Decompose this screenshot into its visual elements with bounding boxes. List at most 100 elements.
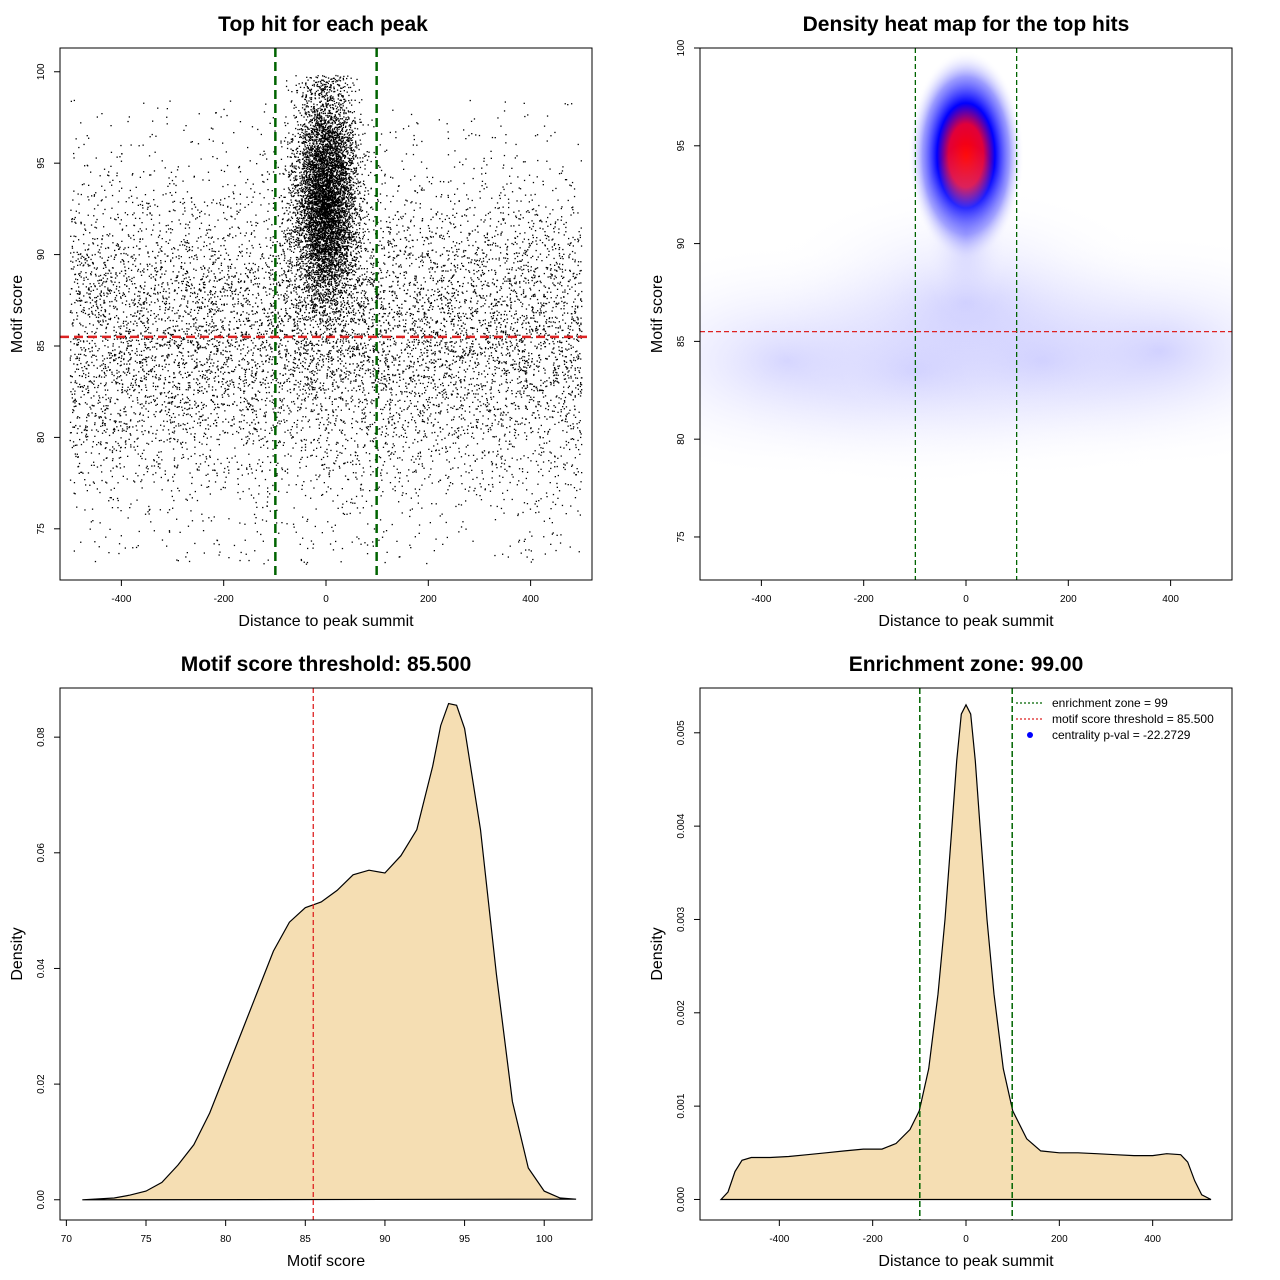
scatter-point bbox=[531, 208, 534, 211]
scatter-point bbox=[502, 218, 504, 220]
scatter-point bbox=[448, 279, 451, 282]
scatter-point bbox=[140, 362, 142, 364]
scatter-point bbox=[205, 324, 208, 326]
scatter-point bbox=[254, 313, 256, 315]
scatter-point bbox=[395, 342, 397, 344]
scatter-point bbox=[279, 275, 281, 277]
scatter-point bbox=[505, 397, 507, 399]
scatter-point bbox=[137, 334, 139, 336]
scatter-point bbox=[77, 300, 79, 302]
scatter-point bbox=[312, 370, 314, 372]
scatter-point bbox=[87, 196, 89, 198]
scatter-point bbox=[132, 315, 134, 317]
scatter-point bbox=[421, 337, 423, 339]
scatter-point bbox=[415, 458, 417, 460]
scatter-point bbox=[496, 455, 498, 457]
scatter-point bbox=[472, 401, 474, 403]
scatter-point bbox=[538, 365, 540, 367]
scatter-point bbox=[217, 458, 219, 461]
scatter-point bbox=[443, 295, 445, 298]
scatter-point bbox=[136, 445, 139, 447]
scatter-point bbox=[415, 492, 417, 494]
scatter-point bbox=[220, 245, 222, 247]
scatter-point bbox=[252, 411, 254, 414]
scatter-point bbox=[307, 294, 309, 297]
scatter-point bbox=[153, 199, 155, 201]
scatter-point bbox=[321, 180, 323, 182]
scatter-point bbox=[73, 363, 75, 365]
scatter-point bbox=[293, 507, 295, 509]
scatter-point bbox=[545, 237, 548, 240]
scatter-point bbox=[142, 238, 144, 240]
scatter-point bbox=[304, 317, 306, 319]
scatter-point bbox=[327, 521, 329, 523]
scatter-point bbox=[81, 367, 83, 369]
scatter-point bbox=[105, 247, 107, 250]
scatter-point bbox=[152, 346, 154, 348]
scatter-point bbox=[372, 266, 374, 268]
scatter-point bbox=[567, 441, 570, 444]
scatter-point bbox=[563, 223, 565, 225]
scatter-point bbox=[182, 198, 184, 200]
scatter-point bbox=[409, 281, 411, 284]
scatter-point bbox=[201, 443, 203, 445]
scatter-point bbox=[422, 261, 424, 263]
scatter-point bbox=[354, 314, 356, 316]
scatter-point bbox=[387, 373, 389, 376]
scatter-point bbox=[96, 116, 98, 118]
scatter-point bbox=[406, 475, 408, 477]
scatter-point bbox=[457, 320, 460, 322]
scatter-point bbox=[525, 322, 527, 324]
scatter-point bbox=[479, 190, 481, 193]
scatter-point bbox=[389, 312, 391, 314]
scatter-point bbox=[234, 275, 236, 277]
scatter-point bbox=[267, 312, 269, 314]
scatter-point bbox=[466, 257, 469, 259]
scatter-point bbox=[364, 445, 366, 447]
scatter-point bbox=[283, 297, 286, 299]
scatter-point bbox=[434, 366, 436, 368]
scatter-point bbox=[540, 312, 542, 314]
scatter-point bbox=[532, 255, 534, 257]
scatter-point bbox=[514, 408, 517, 410]
scatter-point bbox=[187, 382, 189, 384]
scatter-point bbox=[111, 475, 113, 478]
scatter-point bbox=[112, 446, 114, 448]
scatter-point bbox=[78, 417, 81, 419]
scatter-point bbox=[217, 238, 219, 240]
scatter-point bbox=[235, 288, 237, 290]
scatter-point bbox=[301, 488, 303, 490]
scatter-point bbox=[368, 358, 370, 361]
scatter-point bbox=[492, 380, 494, 382]
scatter-point bbox=[523, 315, 525, 318]
scatter-point bbox=[356, 507, 359, 509]
scatter-point bbox=[514, 230, 517, 233]
scatter-point bbox=[246, 422, 248, 424]
scatter-point bbox=[439, 351, 441, 354]
scatter-point bbox=[302, 317, 304, 319]
scatter-point bbox=[360, 301, 362, 303]
scatter-point bbox=[117, 389, 119, 392]
scatter-point bbox=[109, 357, 111, 359]
scatter-point bbox=[178, 414, 180, 416]
scatter-point bbox=[380, 495, 382, 497]
scatter-point bbox=[245, 406, 248, 408]
scatter-point bbox=[332, 228, 335, 230]
scatter-point bbox=[116, 338, 119, 340]
scatter-point bbox=[530, 269, 532, 272]
scatter-point bbox=[92, 263, 94, 265]
scatter-point bbox=[417, 374, 420, 376]
scatter-point bbox=[389, 482, 392, 484]
scatter-point bbox=[71, 446, 73, 449]
scatter-point bbox=[340, 354, 342, 356]
scatter-point bbox=[378, 313, 381, 315]
scatter-point bbox=[543, 125, 546, 127]
scatter-point bbox=[224, 431, 227, 434]
scatter-point bbox=[168, 347, 170, 349]
scatter-point bbox=[256, 531, 258, 533]
scatter-point bbox=[71, 218, 73, 220]
scatter-point bbox=[143, 378, 146, 380]
scatter-point bbox=[366, 297, 369, 299]
scatter-point bbox=[169, 441, 171, 443]
scatter-point bbox=[567, 243, 569, 245]
